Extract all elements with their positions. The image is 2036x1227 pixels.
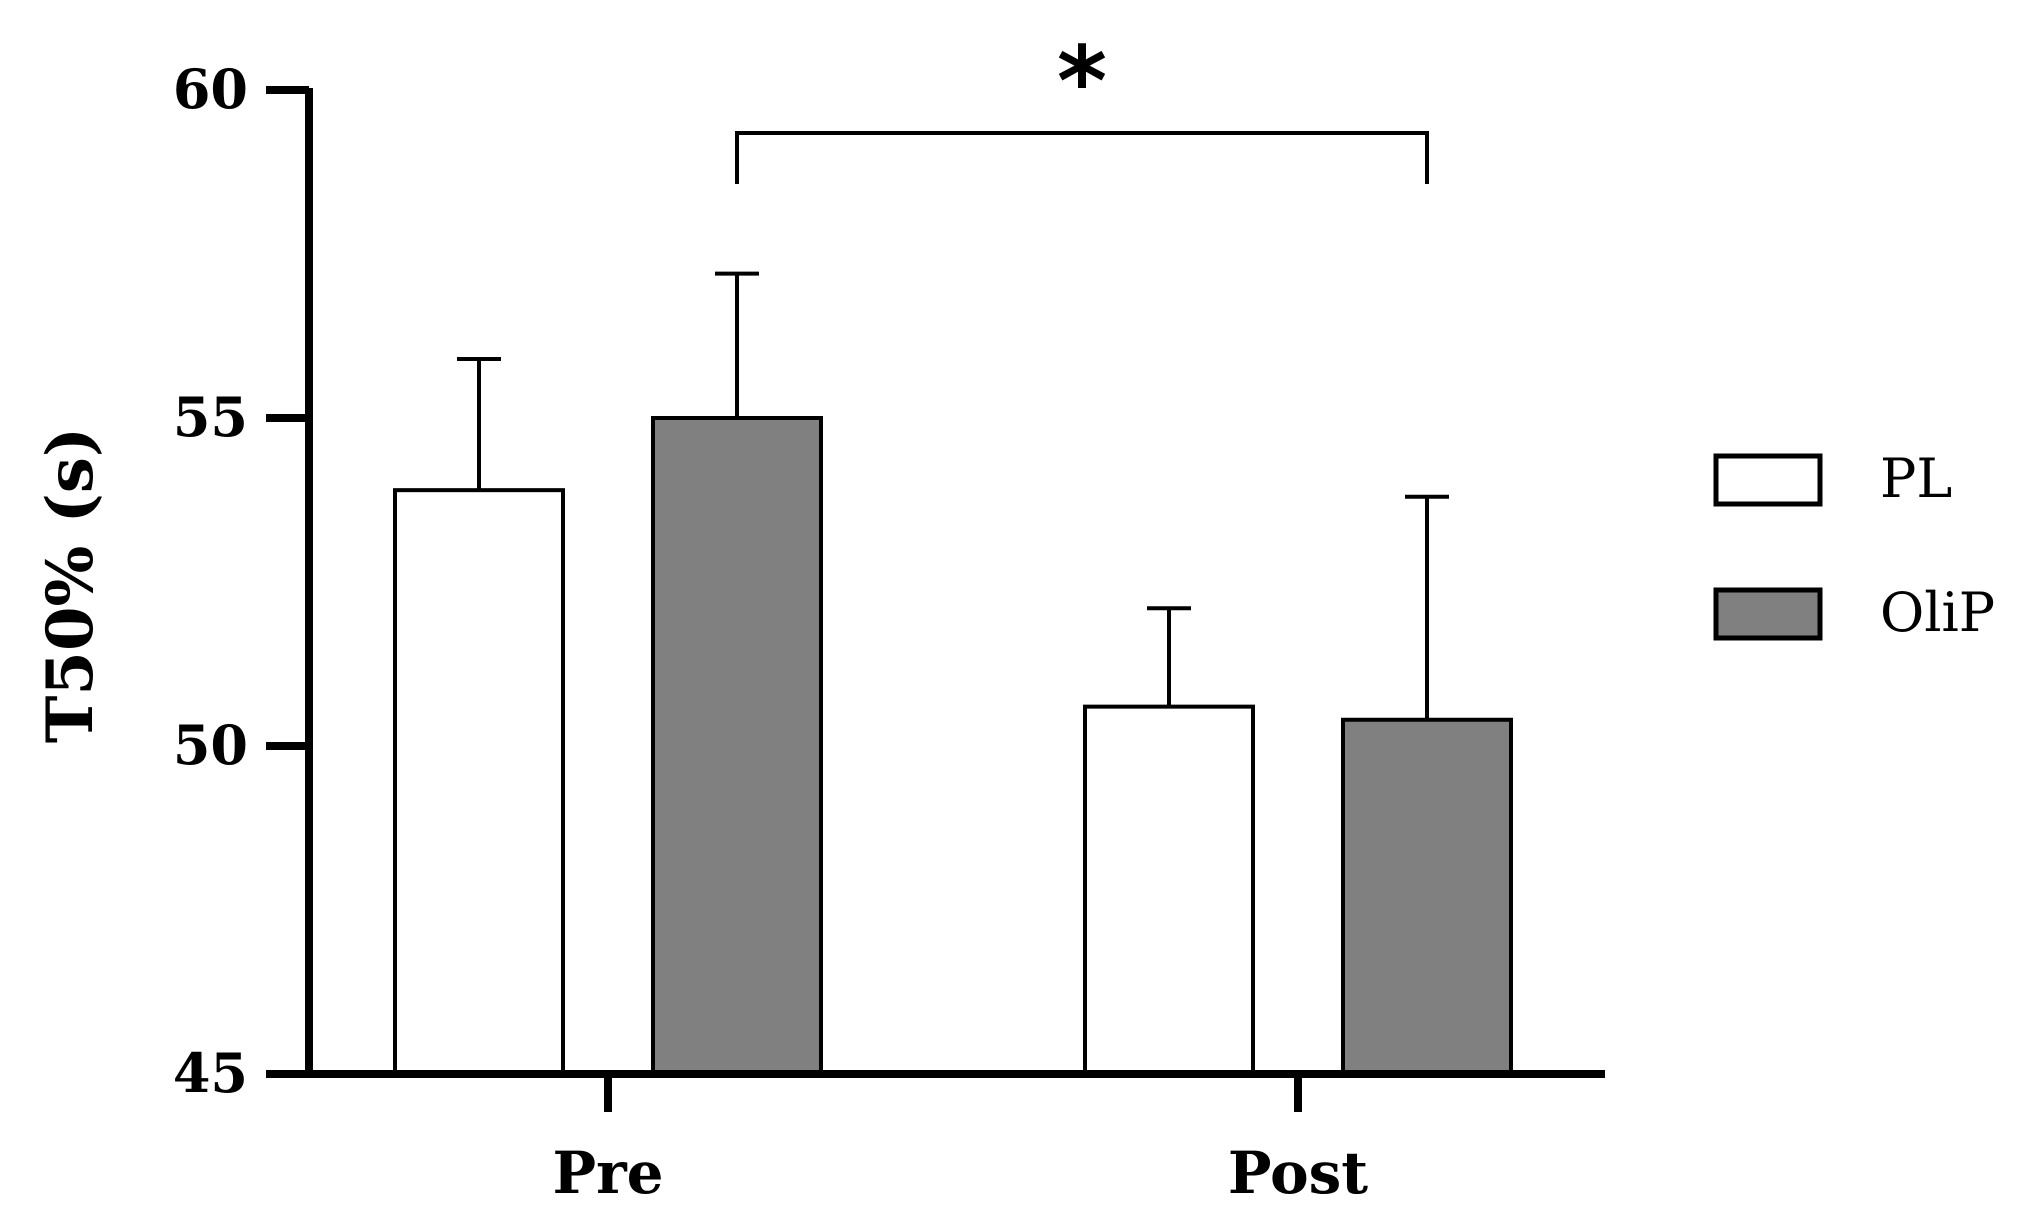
y-tick-label: 55 <box>173 385 248 449</box>
x-tick-label-post: Post <box>1228 1139 1368 1207</box>
y-tick-label: 45 <box>173 1041 248 1105</box>
y-tick-label: 60 <box>173 57 248 121</box>
y-ticks: 45 50 55 60 <box>173 57 309 1105</box>
x-tick-label-pre: Pre <box>552 1139 663 1207</box>
bar-pl-post <box>1083 704 1255 1076</box>
significance-star: * <box>1057 26 1107 138</box>
legend-swatch-olip <box>1713 587 1823 641</box>
legend-label-olip: OliP <box>1880 581 1995 644</box>
significance-annotation: * <box>735 26 1429 184</box>
bar-pl-pre <box>393 488 565 1077</box>
bar-olip-pre <box>651 416 823 1076</box>
legend-label-pl: PL <box>1880 447 1952 510</box>
error-bars-layer <box>457 271 1449 720</box>
y-axis-title: T50% (s) <box>33 427 108 743</box>
legend: PL OliP <box>1713 447 1995 644</box>
bar-olip-post <box>1341 717 1513 1076</box>
bars-layer <box>393 416 1513 1077</box>
significance-bracket <box>735 131 1429 184</box>
x-ticks: Pre Post <box>552 1074 1368 1207</box>
legend-swatch-pl <box>1713 453 1823 507</box>
y-tick-label: 50 <box>173 713 248 777</box>
